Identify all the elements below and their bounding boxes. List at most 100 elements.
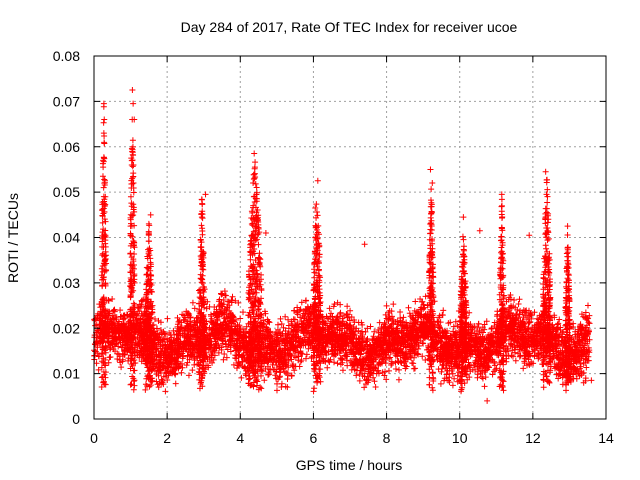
roti-point <box>425 346 432 353</box>
roti-point <box>513 311 520 318</box>
roti-point <box>390 301 397 308</box>
roti-point <box>302 323 309 330</box>
roti-point <box>347 307 354 314</box>
roti-point <box>521 358 528 365</box>
roti-point <box>385 355 392 362</box>
roti-point <box>511 349 518 356</box>
roti-point <box>185 372 192 379</box>
roti-point <box>362 355 369 362</box>
roti-point <box>556 370 563 377</box>
roti-point <box>223 324 230 331</box>
roti-point <box>325 357 332 364</box>
roti-point <box>240 309 247 316</box>
roti-point <box>445 320 452 327</box>
roti-point <box>334 360 341 367</box>
roti-point <box>353 372 360 379</box>
roti-point <box>230 361 237 368</box>
roti-point <box>437 319 444 326</box>
roti-point <box>156 334 163 341</box>
roti-point <box>383 376 390 383</box>
roti-point <box>298 299 305 306</box>
roti-point <box>580 379 587 386</box>
roti-point <box>475 331 482 338</box>
roti-point <box>344 362 351 369</box>
roti-point <box>585 357 592 364</box>
roti-point <box>300 330 307 337</box>
roti-point <box>111 308 118 315</box>
roti-point <box>329 346 336 353</box>
roti-point <box>410 360 417 367</box>
roti-point <box>187 314 194 321</box>
roti-point <box>555 375 562 382</box>
roti-point <box>221 351 228 358</box>
roti-point <box>474 324 481 331</box>
roti-point <box>516 353 523 360</box>
roti-point <box>364 335 371 342</box>
roti-point <box>243 372 250 379</box>
roti-point <box>582 309 589 316</box>
roti-point <box>406 310 413 317</box>
roti-point <box>327 310 334 317</box>
roti-point <box>157 326 164 333</box>
roti-point <box>186 311 193 318</box>
roti-point <box>118 364 125 371</box>
roti-point <box>105 297 112 304</box>
roti-point <box>449 370 456 377</box>
roti-point <box>381 372 388 379</box>
roti-point <box>167 338 174 345</box>
roti-point <box>486 349 493 356</box>
roti-point <box>160 381 167 388</box>
roti-point <box>284 384 291 391</box>
roti-point <box>94 344 101 351</box>
roti-point <box>172 371 179 378</box>
roti-point <box>481 326 488 333</box>
roti-point <box>437 380 444 387</box>
roti-point <box>339 367 346 374</box>
roti-point <box>113 340 120 347</box>
roti-point <box>390 320 397 327</box>
roti-point <box>221 288 228 295</box>
roti-point <box>223 354 230 361</box>
roti-point <box>439 312 446 319</box>
roti-point <box>331 348 338 355</box>
roti-point <box>265 371 272 378</box>
roti-point <box>489 356 496 363</box>
roti-point <box>516 296 523 303</box>
roti-point <box>508 341 515 348</box>
roti-point <box>174 314 181 321</box>
roti-point <box>356 377 363 384</box>
roti-point <box>280 324 287 331</box>
roti-point <box>351 366 358 373</box>
roti-point <box>219 290 226 297</box>
roti-point <box>290 361 297 368</box>
roti-point <box>162 388 169 395</box>
roti-point <box>285 316 292 323</box>
roti-point <box>159 338 166 345</box>
roti-point <box>578 311 585 318</box>
roti-point <box>513 310 520 317</box>
roti-point <box>278 383 285 390</box>
roti-point <box>412 298 419 305</box>
roti-point <box>385 367 392 374</box>
data-points <box>91 87 595 404</box>
roti-point <box>519 309 526 316</box>
roti-point <box>324 364 331 371</box>
roti-point <box>535 350 542 357</box>
roti-point <box>481 383 488 390</box>
roti-point <box>274 321 281 328</box>
roti-point <box>155 347 162 354</box>
roti-point <box>269 361 276 368</box>
roti-point <box>186 356 193 363</box>
roti-point <box>405 304 412 311</box>
roti-point <box>553 371 560 378</box>
roti-point <box>326 305 333 312</box>
roti-point <box>291 367 298 374</box>
roti-point <box>344 303 351 310</box>
roti-point <box>503 318 510 325</box>
roti-point <box>157 319 164 326</box>
roti-point <box>294 304 301 311</box>
roti-point <box>417 312 424 319</box>
roti-point <box>369 356 376 363</box>
